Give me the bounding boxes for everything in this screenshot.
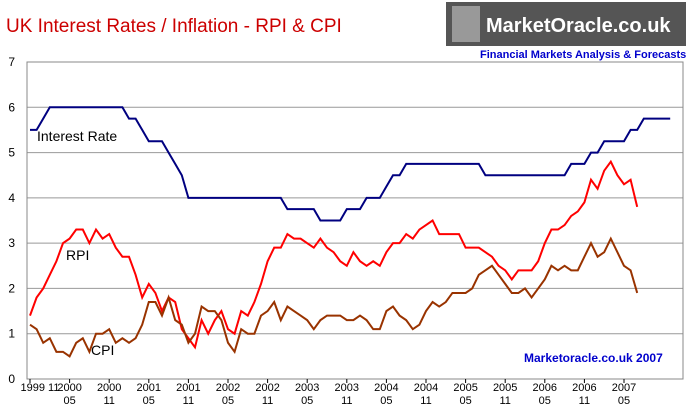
x-tick-label: 2003 05	[294, 382, 320, 407]
x-tick-label: 2002 05	[215, 382, 241, 407]
logo-text: MarketOracle.co.uk	[486, 15, 671, 37]
y-tick-label: 2	[8, 281, 15, 295]
subtitle: Financial Markets Analysis & Forecasts	[480, 49, 686, 61]
series-label: RPI	[66, 247, 89, 263]
y-tick-label: 7	[8, 55, 15, 69]
x-tick-label: 2006 11	[572, 382, 597, 407]
x-tick-label: 2007 05	[611, 382, 637, 407]
x-tick-label: 2000 11	[96, 382, 122, 407]
logo-image	[452, 6, 480, 42]
series-line	[29, 236, 639, 358]
x-tick-label: 2005 11	[492, 382, 518, 407]
x-tick-label: 2002 11	[255, 382, 280, 407]
x-tick-label: 1999 11	[20, 382, 60, 394]
series-line	[29, 159, 639, 350]
y-tick-label: 4	[8, 191, 15, 205]
chart-title: UK Interest Rates / Inflation - RPI & CP…	[6, 16, 342, 37]
series-label: CPI	[91, 342, 114, 358]
y-tick-label: 1	[8, 327, 15, 341]
x-tick-label: 2006 05	[532, 382, 558, 407]
logo-box	[446, 2, 686, 46]
x-tick-label: 2003 11	[334, 382, 360, 407]
x-tick-label: 2001 11	[176, 382, 201, 407]
x-tick-label: 2001 05	[136, 382, 162, 407]
x-tick-label: 2005 05	[453, 382, 478, 407]
series-label: Interest Rate	[37, 128, 117, 144]
y-tick-label: 0	[8, 372, 15, 386]
plot-border	[26, 61, 684, 380]
x-tick-label: 2000 05	[57, 382, 82, 407]
series-line	[30, 106, 671, 222]
y-tick-label: 5	[8, 146, 15, 160]
x-tick-label: 2004 05	[374, 382, 399, 407]
y-tick-label: 3	[8, 236, 15, 250]
x-tick-label: 2004 11	[413, 382, 439, 407]
y-tick-label: 6	[8, 100, 15, 114]
annotation: Marketoracle.co.uk 2007	[524, 351, 663, 365]
